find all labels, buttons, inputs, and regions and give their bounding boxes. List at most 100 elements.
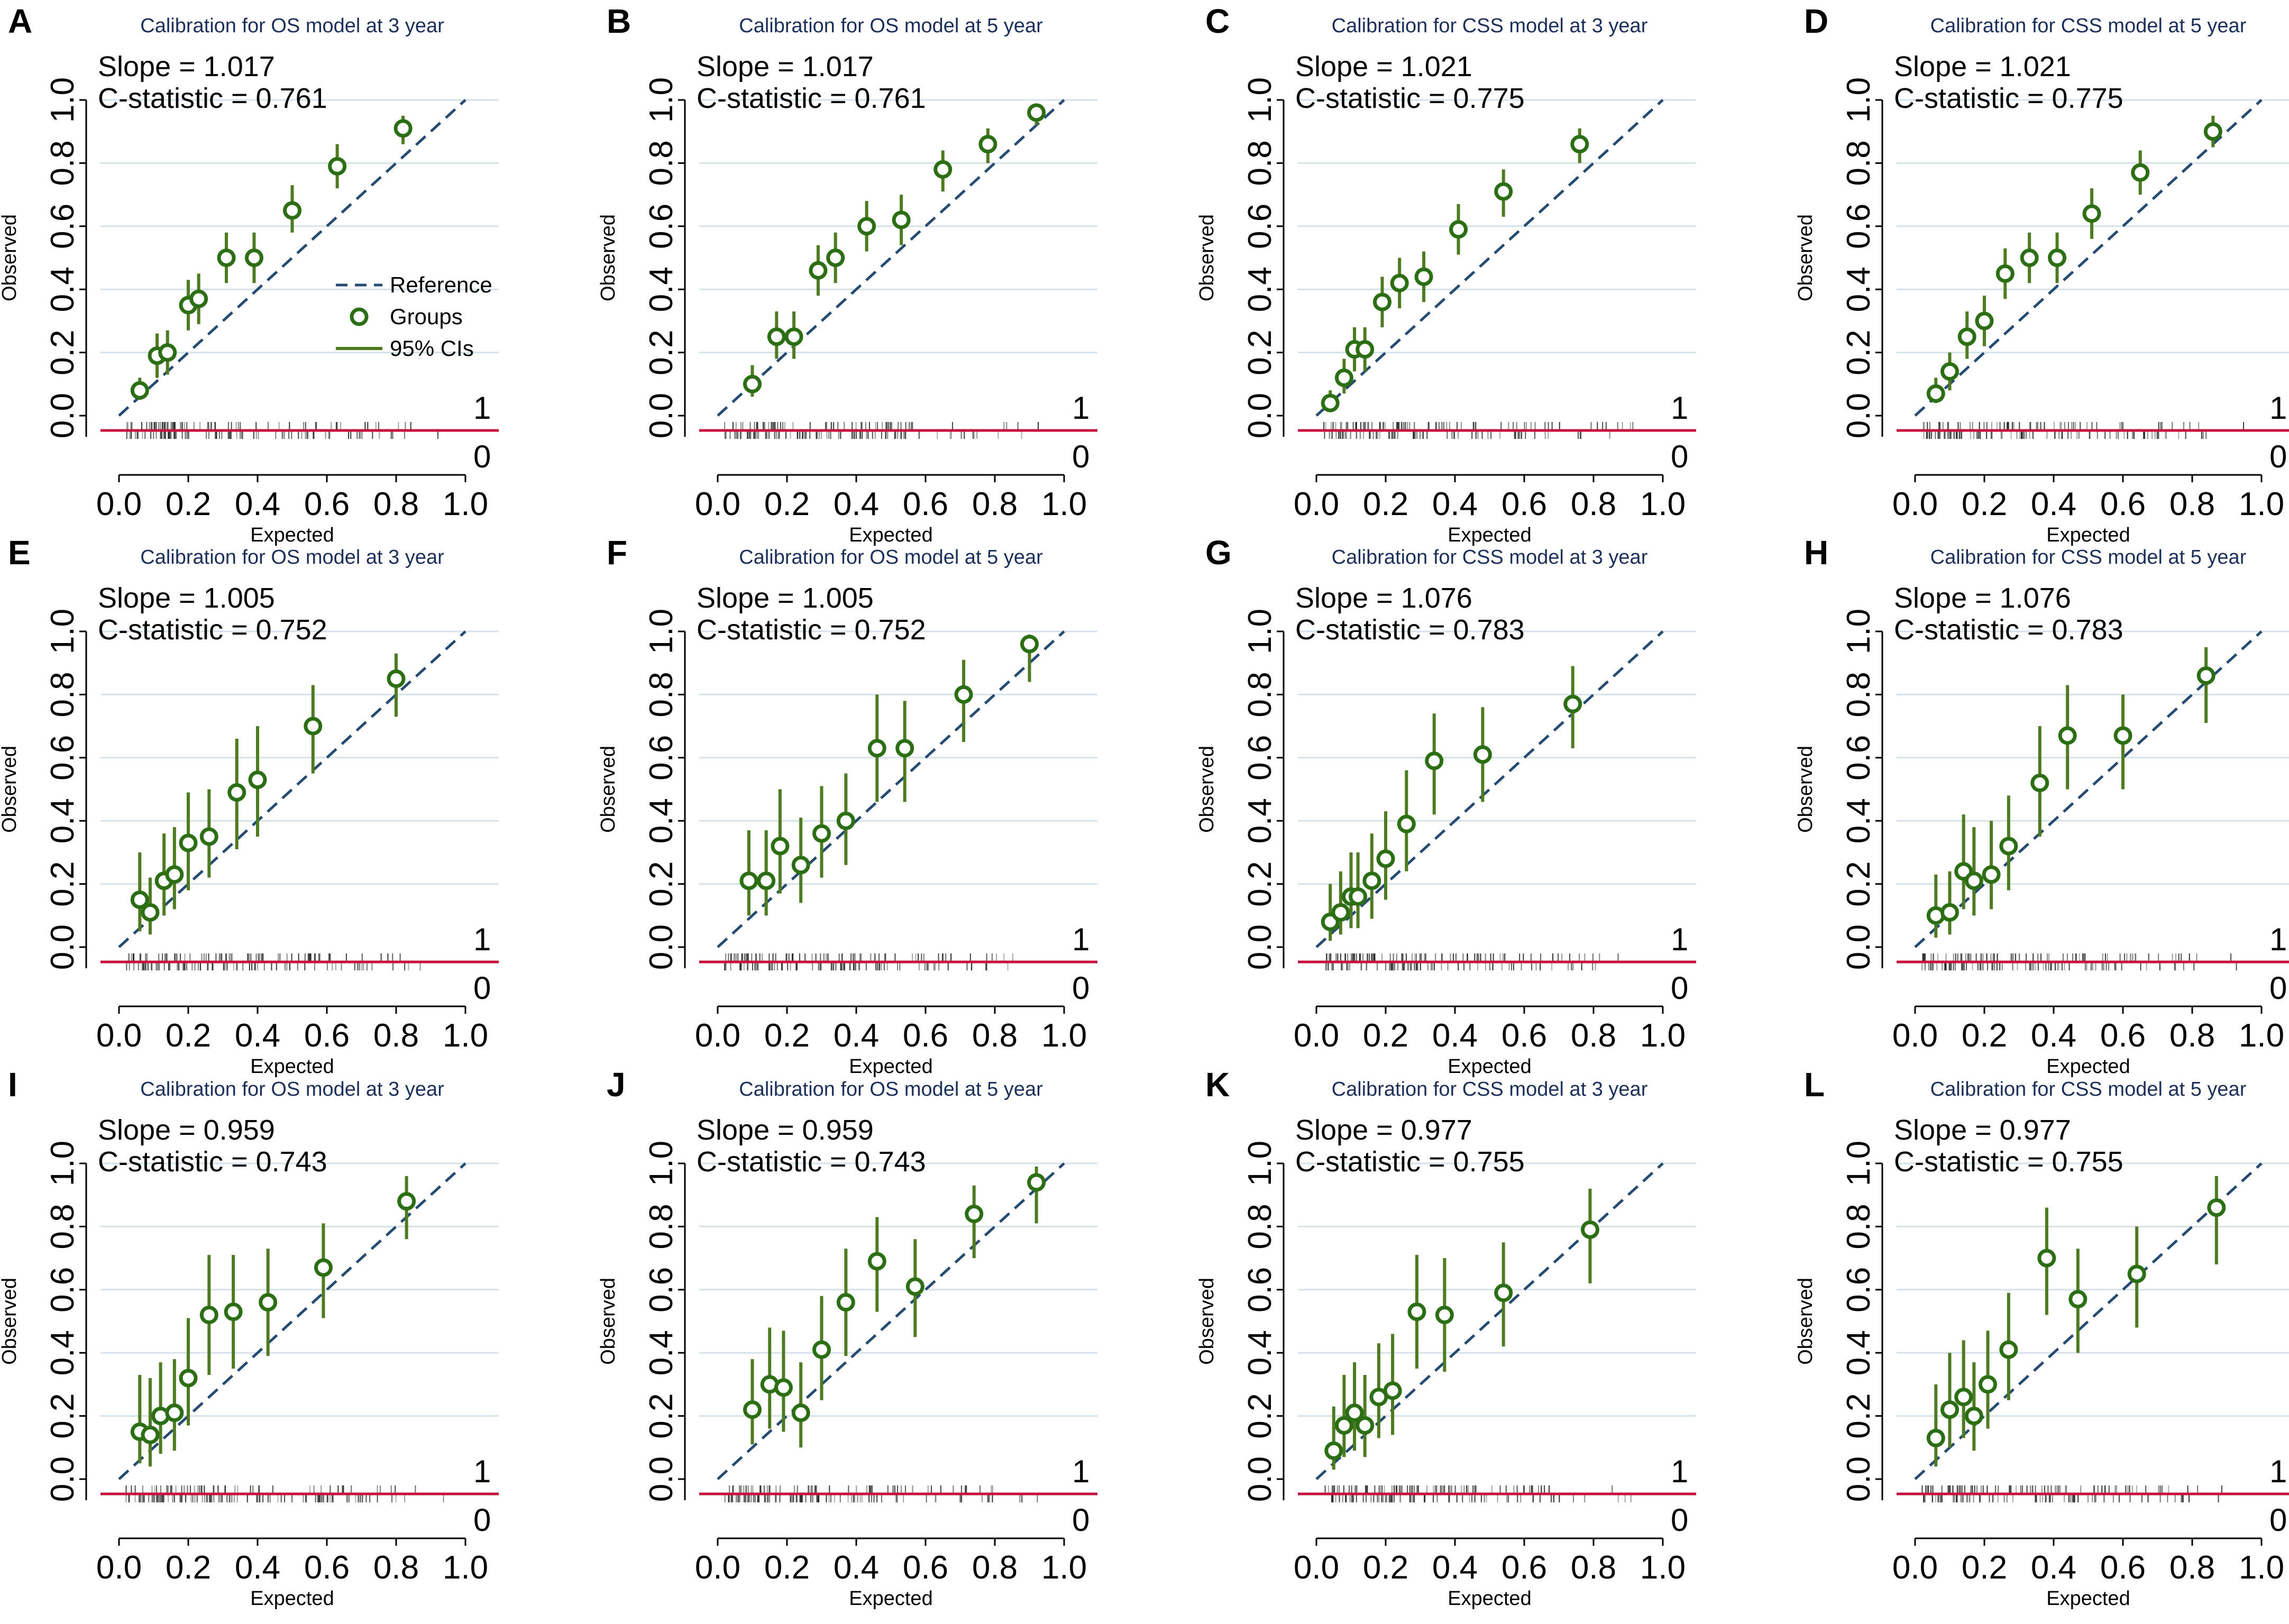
rug-plot (125, 1485, 444, 1502)
x-tick-label: 0.2 (1962, 486, 2007, 522)
x-tick-label: 1.0 (1640, 1017, 1686, 1054)
y-tick-label: 0.0 (1841, 393, 1877, 438)
group-point (179, 833, 198, 852)
panel-a: 0.0 0.2 0.4 0.6 0.8 1.0 Observed 0.0 0.2 0.4 0.6 0.… (0, 2, 499, 546)
panel-title: Calibration for OS model at 5 year (739, 546, 1043, 568)
group-point (1372, 292, 1391, 311)
rug-label-0: 0 (473, 439, 491, 474)
x-axis-label: Expected (849, 1588, 932, 1610)
group-point (2196, 666, 2215, 685)
slope-label: Slope = 1.017 (98, 51, 275, 82)
y-tick-label: 0.2 (643, 861, 680, 906)
group-point (2113, 726, 2132, 745)
y-axis-label: Observed (0, 1278, 21, 1365)
y-tick-label: 0.2 (44, 1393, 81, 1438)
panel-letter: D (1804, 2, 1828, 40)
y-tick-label: 1.0 (1242, 77, 1278, 123)
x-tick-label: 0.4 (2031, 486, 2076, 522)
panel-title: Calibration for OS model at 3 year (140, 15, 444, 37)
y-tick-label: 0.2 (1242, 861, 1278, 906)
c-statistic-label: C-statistic = 0.755 (1295, 1146, 1525, 1178)
c-statistic-label: C-statistic = 0.761 (697, 82, 926, 114)
group-point (2203, 122, 2222, 141)
rug-label-0: 0 (1072, 970, 1089, 1006)
x-tick-label: 1.0 (1640, 486, 1686, 522)
slope-label: Slope = 0.959 (98, 1114, 275, 1146)
group-point (1321, 393, 1340, 412)
x-tick-label: 1.0 (443, 486, 488, 522)
x-tick-label: 0.8 (972, 1017, 1018, 1054)
group-point (836, 1293, 855, 1312)
y-tick-label: 0.6 (44, 204, 81, 249)
slope-label: Slope = 1.005 (98, 582, 275, 614)
x-tick-label: 0.6 (2100, 486, 2146, 522)
c-statistic-label: C-statistic = 0.775 (1295, 82, 1525, 114)
x-tick-label: 0.0 (96, 1549, 142, 1586)
rug-plot (724, 422, 1039, 439)
x-tick-label: 0.4 (1432, 1549, 1478, 1586)
y-tick-label: 0.6 (44, 735, 81, 781)
slope-label: Slope = 1.005 (697, 582, 874, 614)
y-tick-label: 0.2 (1841, 861, 1877, 906)
y-tick-label: 0.0 (643, 393, 680, 438)
y-tick-label: 0.8 (1242, 672, 1278, 717)
x-tick-label: 0.4 (235, 1549, 280, 1586)
x-tick-label: 0.0 (1294, 486, 1339, 522)
x-tick-label: 0.0 (1294, 1017, 1339, 1054)
group-point (905, 1277, 924, 1296)
rug-label-1: 1 (1072, 1454, 1089, 1489)
rug-label-0: 0 (1671, 970, 1688, 1006)
group-point (141, 1425, 160, 1444)
group-point (812, 1340, 831, 1359)
panel-title: Calibration for CSS model at 3 year (1332, 1078, 1648, 1100)
x-tick-label: 1.0 (2239, 1017, 2284, 1054)
reference-line (118, 630, 466, 948)
group-point (1397, 814, 1416, 833)
x-tick-label: 0.8 (373, 1017, 419, 1054)
panel-letter: H (1804, 534, 1828, 572)
y-tick-label: 0.4 (643, 267, 680, 312)
x-axis-label: Expected (250, 1588, 334, 1610)
y-tick-label: 0.6 (1242, 1267, 1278, 1313)
rug-plot (126, 422, 438, 439)
x-tick-label: 0.4 (1432, 1017, 1478, 1054)
y-axis-label: Observed (1794, 214, 1817, 301)
rug-label-0: 0 (2269, 1502, 2287, 1538)
group-point (1982, 865, 2001, 884)
c-statistic-label: C-statistic = 0.752 (98, 614, 327, 646)
c-statistic-label: C-statistic = 0.761 (98, 82, 327, 114)
group-point (743, 374, 762, 393)
group-point (867, 739, 886, 758)
group-point (1494, 182, 1513, 201)
group-point (1975, 311, 1994, 331)
group-point (2058, 726, 2077, 745)
y-tick-label: 0.6 (1242, 735, 1278, 781)
x-tick-label: 0.0 (1294, 1549, 1339, 1586)
y-tick-label: 1.0 (643, 77, 680, 123)
panel-e: 0.0 0.2 0.4 0.6 0.8 1.0 Observed 0.0 0.2 0.4 0.6 0.… (0, 534, 499, 1078)
rug-plot (126, 953, 421, 970)
group-point (1334, 1416, 1353, 1435)
x-tick-label: 0.6 (304, 1549, 350, 1586)
y-tick-label: 0.0 (44, 393, 81, 438)
x-tick-label: 0.2 (1363, 486, 1408, 522)
group-point (2037, 1249, 2056, 1268)
x-tick-label: 0.6 (304, 486, 350, 522)
legend-groups-label: Groups (390, 304, 463, 329)
y-tick-label: 0.4 (44, 1330, 81, 1375)
x-tick-label: 0.8 (1571, 1549, 1616, 1586)
x-tick-label: 0.0 (1892, 1549, 1938, 1586)
x-tick-label: 0.6 (1501, 1549, 1547, 1586)
rug-label-0: 0 (473, 970, 491, 1006)
y-tick-label: 0.6 (643, 735, 680, 781)
group-point (1940, 362, 1959, 381)
x-tick-label: 1.0 (1640, 1549, 1686, 1586)
y-tick-label: 0.0 (643, 1456, 680, 1502)
y-tick-label: 0.8 (44, 672, 81, 717)
group-point (165, 865, 184, 884)
x-tick-label: 0.4 (1432, 486, 1478, 522)
panel-c: 0.0 0.2 0.4 0.6 0.8 1.0 Observed 0.0 0.2 0.4 0.6 0.… (1196, 2, 1696, 546)
x-tick-label: 0.0 (96, 486, 142, 522)
x-tick-label: 0.6 (2100, 1549, 2146, 1586)
rug-plot (724, 1485, 1038, 1502)
